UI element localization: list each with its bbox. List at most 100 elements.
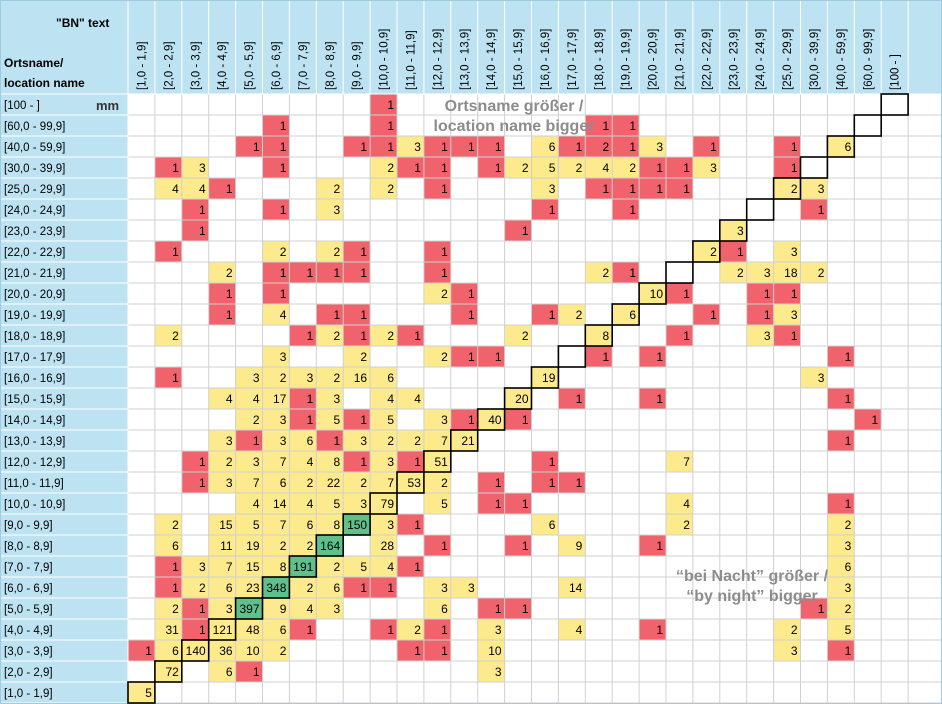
cell bbox=[612, 304, 640, 325]
cell-value: 1 bbox=[495, 350, 502, 364]
cell-value: 1 bbox=[468, 140, 475, 154]
cell bbox=[316, 178, 344, 199]
cell bbox=[397, 472, 424, 493]
cell bbox=[477, 472, 505, 493]
cell bbox=[316, 262, 344, 283]
cell bbox=[397, 136, 424, 157]
header-band bbox=[0, 0, 942, 94]
cell-value: 1 bbox=[441, 245, 448, 259]
cell bbox=[666, 157, 693, 178]
cell-value: 2 bbox=[172, 602, 179, 616]
row-tick-label: [20,0 - 20,9] bbox=[4, 289, 65, 301]
cell bbox=[423, 241, 451, 262]
cell-value: 3 bbox=[495, 665, 502, 679]
cell-value: 1 bbox=[468, 308, 475, 322]
cell-value: 1 bbox=[791, 329, 798, 343]
cell-value: 6 bbox=[280, 623, 287, 637]
cell-value: 4 bbox=[253, 497, 260, 511]
cell bbox=[612, 157, 640, 178]
cell-value: 3 bbox=[226, 476, 233, 490]
cell bbox=[208, 430, 236, 451]
column-tick-label: [19,0 - 19,9] bbox=[621, 29, 633, 90]
cell-value: 2 bbox=[522, 329, 529, 343]
cell-value: 1 bbox=[172, 560, 179, 574]
cell bbox=[289, 451, 317, 472]
cell bbox=[800, 178, 828, 199]
cell-value: 1 bbox=[280, 140, 287, 154]
cell-value: 2 bbox=[172, 518, 179, 532]
cell bbox=[235, 409, 263, 430]
cell-value: 397 bbox=[239, 602, 259, 616]
cell bbox=[531, 157, 559, 178]
cell-value: 1 bbox=[414, 560, 421, 574]
diagonal-cell bbox=[342, 513, 371, 536]
diagonal-cell bbox=[234, 597, 264, 620]
cell bbox=[316, 451, 344, 472]
cell bbox=[827, 598, 855, 619]
cell-value: 1 bbox=[764, 287, 771, 301]
diagonal-cell bbox=[396, 471, 425, 494]
cell-value: 2 bbox=[280, 371, 287, 385]
cell-value: 23 bbox=[246, 581, 260, 595]
cell bbox=[262, 346, 290, 367]
cell bbox=[531, 304, 559, 325]
cell-value: 5 bbox=[387, 413, 394, 427]
cell bbox=[343, 262, 371, 283]
cell-value: 8 bbox=[334, 455, 341, 469]
cell-value: 4 bbox=[199, 182, 206, 196]
cell-value: 6 bbox=[549, 140, 556, 154]
column-tick-label: [14,0 - 14,9] bbox=[486, 29, 498, 90]
cell bbox=[370, 325, 397, 346]
cell-value: 1 bbox=[199, 455, 206, 469]
cell bbox=[370, 115, 397, 136]
cell-value: 5 bbox=[334, 497, 341, 511]
cell-value: 1 bbox=[253, 665, 260, 679]
cell bbox=[639, 283, 666, 304]
cell-value: 3 bbox=[334, 203, 341, 217]
column-tick-label: [13,0 - 13,9] bbox=[459, 29, 471, 90]
cell bbox=[289, 556, 317, 577]
cell-value: 1 bbox=[629, 203, 636, 217]
cell bbox=[639, 388, 666, 409]
cell bbox=[208, 556, 236, 577]
cell-value: 2 bbox=[791, 623, 798, 637]
cell bbox=[316, 535, 344, 556]
cell-value: 2 bbox=[710, 245, 717, 259]
cell bbox=[423, 451, 451, 472]
cell-value: 3 bbox=[280, 413, 287, 427]
cell bbox=[235, 136, 263, 157]
cell bbox=[585, 325, 613, 346]
cell-value: 1 bbox=[629, 119, 636, 133]
cell-value: 6 bbox=[629, 308, 636, 322]
cell-value: 3 bbox=[226, 434, 233, 448]
column-tick-label: [10,0 - 10,9] bbox=[379, 29, 391, 90]
cell bbox=[450, 409, 478, 430]
cell bbox=[800, 367, 828, 388]
cell bbox=[827, 640, 855, 661]
cell bbox=[827, 619, 855, 640]
cell-value: 1 bbox=[629, 140, 636, 154]
cell bbox=[773, 157, 801, 178]
cell bbox=[827, 535, 855, 556]
cell bbox=[423, 283, 451, 304]
cell bbox=[827, 493, 855, 514]
cell bbox=[235, 514, 263, 535]
cell-value: 1 bbox=[576, 392, 583, 406]
cell-value: 72 bbox=[165, 665, 179, 679]
cell bbox=[423, 577, 451, 598]
cell bbox=[558, 577, 586, 598]
cell bbox=[370, 157, 397, 178]
cell-value: 1 bbox=[414, 161, 421, 175]
cell-value: 1 bbox=[468, 350, 475, 364]
cell bbox=[370, 409, 397, 430]
cell bbox=[773, 640, 801, 661]
cell-value: 6 bbox=[280, 476, 287, 490]
cell bbox=[370, 451, 397, 472]
cell-value: 1 bbox=[253, 434, 260, 448]
cell bbox=[423, 178, 451, 199]
cell-value: 2 bbox=[441, 350, 448, 364]
cell-value: 1 bbox=[360, 581, 367, 595]
cell-value: 10 bbox=[246, 644, 260, 658]
diagonal-cell bbox=[665, 261, 694, 284]
cell-values: 111 1 11 1 1 1 3 1 1 1 6 1 2 1 3 1 1 61 3 1 2 1 1 1 2 5 2 4 2 1 1 3 14 4 1… bbox=[145, 98, 878, 700]
